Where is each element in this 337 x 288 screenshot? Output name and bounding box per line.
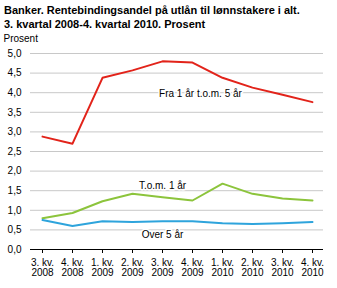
svg-text:2,0: 2,0 — [8, 165, 22, 176]
svg-text:1,0: 1,0 — [8, 205, 22, 216]
svg-text:1. kv.2009: 1. kv.2009 — [91, 257, 114, 278]
svg-text:4. kv.2008: 4. kv.2008 — [61, 257, 84, 278]
svg-text:3. kv.2010: 3. kv.2010 — [271, 257, 294, 278]
svg-text:4,5: 4,5 — [8, 67, 22, 78]
svg-text:4,0: 4,0 — [8, 87, 22, 98]
svg-text:Fra 1 år t.o.m. 5 år: Fra 1 år t.o.m. 5 år — [159, 88, 242, 99]
svg-text:T.o.m. 1 år: T.o.m. 1 år — [139, 180, 187, 191]
svg-text:3. kv.2009: 3. kv.2009 — [151, 257, 174, 278]
svg-text:2. kv.2009: 2. kv.2009 — [121, 257, 144, 278]
svg-text:4. kv.2009: 4. kv.2009 — [181, 257, 204, 278]
svg-text:3,0: 3,0 — [8, 126, 22, 137]
html-text:Banker. Rentebindingsandel på: Banker. Rentebindingsandel på utlån til … — [4, 4, 300, 16]
svg-text:4. kv.2010: 4. kv.2010 — [301, 257, 324, 278]
svg-text:Prosent: Prosent — [4, 33, 39, 44]
svg-text:2,5: 2,5 — [8, 146, 22, 157]
svg-text:0,0: 0,0 — [8, 244, 22, 255]
svg-text:Over 5 år: Over 5 år — [142, 229, 184, 240]
svg-text:5,0: 5,0 — [8, 48, 22, 59]
svg-text:0,5: 0,5 — [8, 224, 22, 235]
html-text:3. kvartal 2008-4. kvartal 201: 3. kvartal 2008-4. kvartal 2010. Prosent — [4, 18, 206, 30]
svg-text:3. kv.2008: 3. kv.2008 — [31, 257, 54, 278]
svg-text:1. kv.2010: 1. kv.2010 — [211, 257, 234, 278]
svg-text:3,5: 3,5 — [8, 107, 22, 118]
svg-text:1,5: 1,5 — [8, 185, 22, 196]
svg-text:2. kv.2010: 2. kv.2010 — [241, 257, 264, 278]
